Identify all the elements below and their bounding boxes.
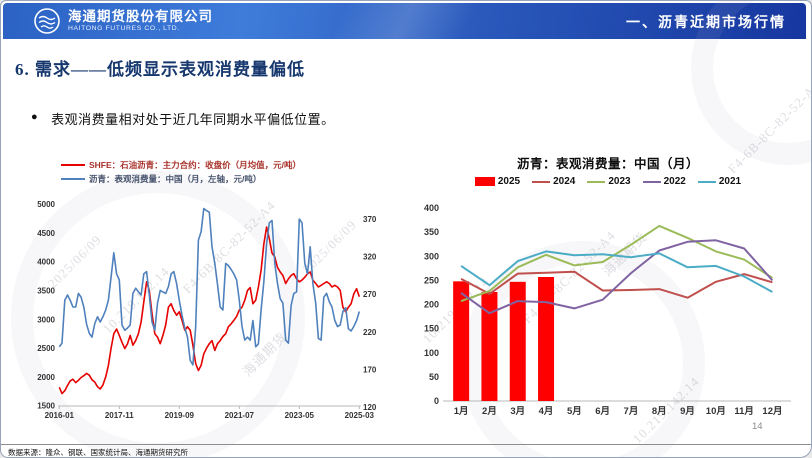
- svg-text:350: 350: [424, 227, 439, 237]
- bullet-item: ● 表观消费量相对处于近几年同期水平偏低位置。: [31, 109, 335, 128]
- right-chart-title: 沥青：表观消费量：中国（月）: [516, 157, 699, 171]
- svg-text:2016-01: 2016-01: [45, 411, 75, 420]
- svg-text:100: 100: [424, 348, 439, 358]
- svg-text:4000: 4000: [37, 258, 55, 267]
- svg-text:0: 0: [434, 396, 439, 406]
- svg-text:8月: 8月: [652, 406, 667, 417]
- svg-text:3500: 3500: [37, 286, 55, 295]
- svg-text:3000: 3000: [37, 315, 55, 324]
- right-chart-legend: 2025 2024 2023 2022 2021: [413, 176, 803, 187]
- svg-text:300: 300: [424, 251, 439, 261]
- svg-text:2021-07: 2021-07: [225, 411, 255, 420]
- svg-text:5000: 5000: [37, 200, 55, 209]
- legend-label-price: SHFE：石油沥青：主力合约：收盘价（月均值，元/吨）: [89, 160, 302, 170]
- line-swatch-2023: [587, 180, 606, 183]
- header-band: 海通期货股份有限公司 HAITONG FUTURES CO., LTD. 一、沥…: [3, 3, 806, 39]
- left-chart-legend: SHFE：石油沥青：主力合约：收盘价（月均值，元/吨） 沥青：表观消费量：中国（…: [61, 158, 301, 186]
- legend-item-2022: 2022: [642, 176, 686, 187]
- svg-text:1500: 1500: [37, 402, 55, 411]
- bullet-dot: ●: [31, 111, 39, 123]
- company-logo-block: 海通期货股份有限公司 HAITONG FUTURES CO., LTD.: [33, 7, 213, 35]
- svg-text:250: 250: [424, 275, 439, 285]
- svg-text:6月: 6月: [595, 406, 610, 417]
- svg-text:2017-11: 2017-11: [105, 411, 134, 420]
- bar-swatch-2025: [474, 177, 495, 186]
- footer-divider: [1, 444, 811, 445]
- svg-text:150: 150: [424, 324, 439, 334]
- legend-label-2024: 2024: [553, 176, 576, 187]
- legend-label-2023: 2023: [608, 176, 631, 187]
- svg-text:170: 170: [363, 365, 377, 374]
- svg-text:2000: 2000: [37, 373, 55, 382]
- svg-text:3月: 3月: [510, 406, 525, 417]
- svg-text:2月: 2月: [482, 406, 497, 417]
- page-title: 6. 需求——低频显示表观消费量偏低: [15, 60, 305, 79]
- right-chart-plot: 0 50 100 150 200 250 300 350 400 1月 2月 3月 4月 5月 6月 7月 8月…: [424, 203, 791, 417]
- svg-text:4500: 4500: [37, 229, 55, 238]
- svg-text:7月: 7月: [624, 406, 639, 417]
- svg-text:120: 120: [363, 403, 377, 412]
- svg-text:2025-03: 2025-03: [345, 411, 375, 420]
- svg-text:200: 200: [424, 300, 439, 310]
- svg-text:2500: 2500: [37, 344, 55, 353]
- legend-item-2023: 2023: [587, 176, 631, 187]
- legend-item-price: SHFE：石油沥青：主力合约：收盘价（月均值，元/吨）: [61, 158, 301, 172]
- bullet-text: 表观消费量相对处于近几年同期水平偏低位置。: [51, 112, 335, 127]
- legend-label-consumption: 沥青：表观消费量：中国（月，左轴，元/吨）: [89, 174, 262, 184]
- legend-item-consumption: 沥青：表观消费量：中国（月，左轴，元/吨）: [61, 172, 301, 186]
- svg-text:50: 50: [429, 372, 439, 382]
- svg-text:370: 370: [363, 215, 377, 224]
- svg-text:5月: 5月: [567, 406, 582, 417]
- svg-text:1月: 1月: [454, 406, 469, 417]
- line-swatch-2022: [642, 180, 661, 183]
- svg-text:12月: 12月: [762, 406, 782, 417]
- line-swatch-2021: [697, 180, 716, 183]
- svg-text:2019-09: 2019-09: [165, 411, 195, 420]
- price-consumption-line-chart: SHFE：石油沥青：主力合约：收盘价（月均值，元/吨） 沥青：表观消费量：中国（…: [31, 154, 393, 429]
- company-name-cn: 海通期货股份有限公司: [68, 9, 213, 24]
- legend-item-2021: 2021: [697, 176, 742, 187]
- svg-text:11月: 11月: [734, 406, 754, 417]
- price-line-swatch: [61, 164, 85, 166]
- company-name-en: HAITONG FUTURES CO., LTD.: [68, 25, 180, 32]
- section-title: 一、沥青近期市场行情: [626, 14, 786, 30]
- svg-text:10月: 10月: [706, 406, 726, 417]
- haitong-logo-icon: [34, 8, 60, 34]
- legend-label-2021: 2021: [718, 176, 742, 187]
- svg-text:220: 220: [363, 328, 377, 337]
- svg-text:320: 320: [363, 253, 377, 262]
- monthly-consumption-seasonal-chart: 沥青：表观消费量：中国（月） 2025 2024 2023 2022 2021: [413, 149, 811, 439]
- left-chart-plot: 2016-01 2017-11 2019-09 2021-07 2023-05 2025-…: [37, 200, 377, 420]
- svg-text:9月: 9月: [680, 406, 695, 417]
- page-number: 14: [752, 421, 763, 432]
- legend-item-2024: 2024: [532, 176, 575, 187]
- legend-item-2025: 2025: [474, 176, 521, 187]
- data-source-note: 数据来源：隆众、钢联、国家统计局、海通期货研究所: [8, 448, 188, 457]
- line-swatch-2024: [532, 180, 551, 183]
- svg-text:270: 270: [363, 290, 377, 299]
- legend-label-2022: 2022: [663, 176, 686, 187]
- svg-text:2023-05: 2023-05: [285, 411, 315, 420]
- svg-text:4月: 4月: [539, 406, 554, 417]
- svg-text:400: 400: [424, 203, 439, 213]
- company-name: 海通期货股份有限公司 HAITONG FUTURES CO., LTD.: [68, 9, 213, 33]
- legend-label-2025: 2025: [497, 176, 521, 187]
- consumption-line-swatch: [61, 178, 85, 180]
